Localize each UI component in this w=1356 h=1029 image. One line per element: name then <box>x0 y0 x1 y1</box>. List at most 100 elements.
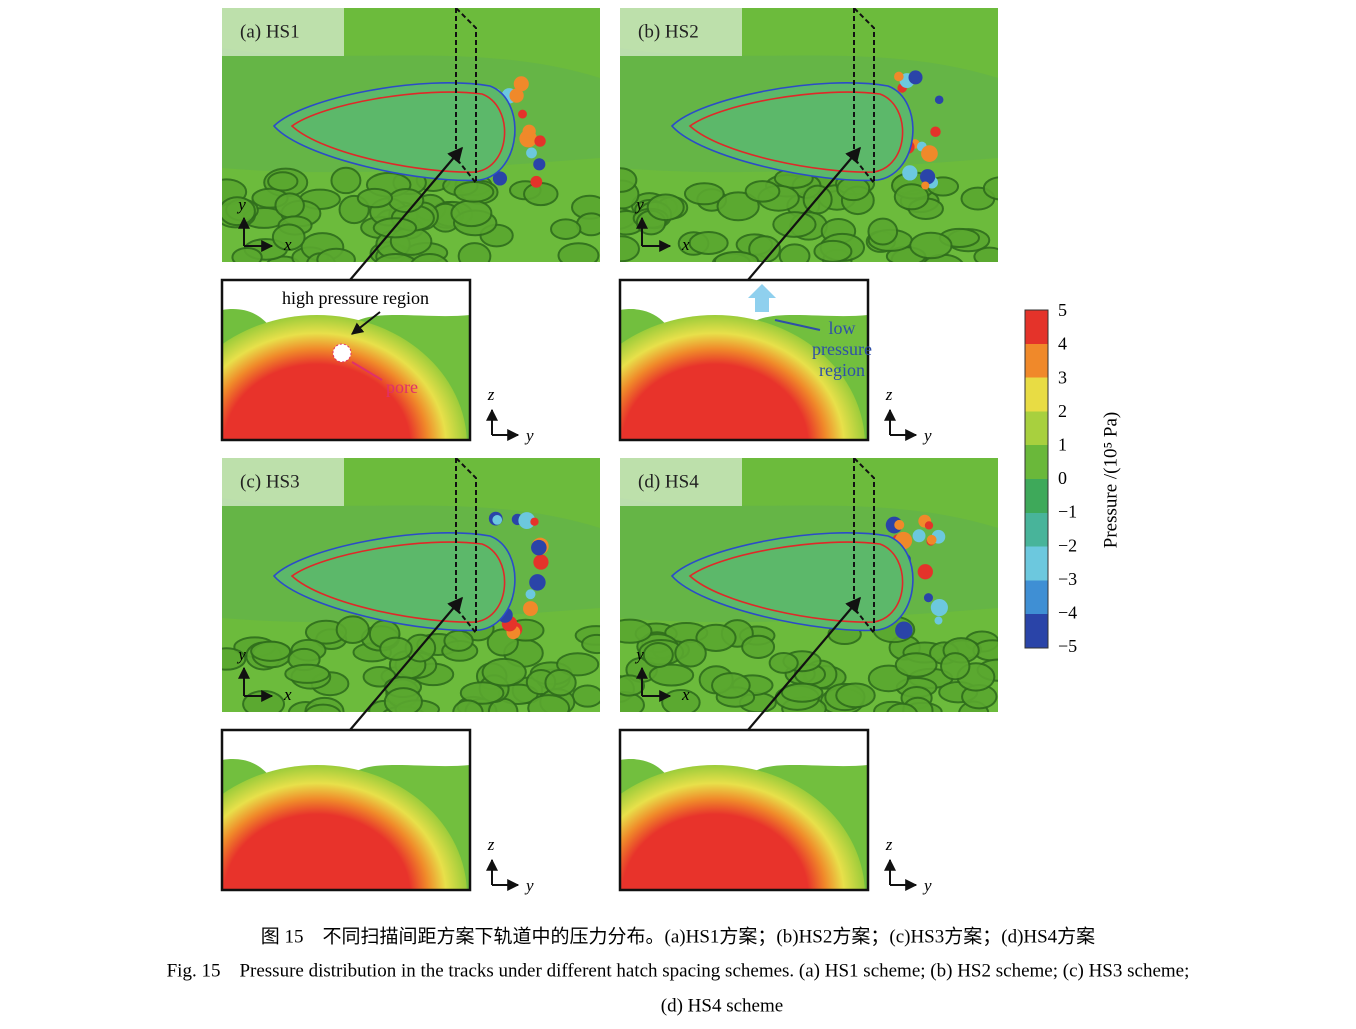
pressure-spot <box>926 534 937 545</box>
powder-bump <box>620 167 638 193</box>
powder-bump <box>250 640 292 662</box>
powder-bump <box>316 247 356 262</box>
powder-bump <box>356 187 394 209</box>
powder-bump <box>544 668 577 697</box>
powder-bump <box>267 171 299 192</box>
powder-bump <box>557 242 600 262</box>
panel-content <box>620 458 998 712</box>
axis-label: x <box>283 235 292 254</box>
powder-bump <box>527 694 571 712</box>
axis-label: z <box>487 385 495 404</box>
annotation: high pressure region <box>282 288 429 308</box>
powder-bump <box>222 196 256 227</box>
axis-label: y <box>236 645 246 664</box>
pressure-spot <box>921 181 930 190</box>
leader-arrow <box>349 146 463 281</box>
colorbar-tick-label: 3 <box>1058 367 1067 387</box>
inset-content <box>222 730 470 890</box>
pressure-spot <box>924 521 934 530</box>
pressure-spot <box>930 598 948 617</box>
panel-content <box>222 458 600 712</box>
pressure-spot <box>923 593 933 603</box>
pressure-spot <box>533 158 546 171</box>
axis-label: y <box>524 876 534 895</box>
powder-bump <box>581 633 600 655</box>
axis-label: y <box>634 195 644 214</box>
powder-bump <box>973 246 998 262</box>
powder-bump <box>748 235 781 262</box>
powder-bump <box>909 231 953 260</box>
powder-bump <box>284 663 331 684</box>
simulation-panel: (a) HS1 y x <box>222 8 600 262</box>
colorbar-tick-label: −5 <box>1058 636 1077 656</box>
colorbar-label: Pressure /(10⁵ Pa) <box>1100 412 1121 548</box>
powder-bump <box>481 657 527 687</box>
annotation: low <box>829 318 856 338</box>
section-plane <box>455 458 477 636</box>
powder-bump <box>780 682 824 703</box>
pool-outline-red <box>290 91 506 173</box>
powder-bump <box>457 242 492 262</box>
axis-label: z <box>885 385 893 404</box>
pool-outline-red <box>290 541 506 623</box>
powder-bump <box>335 615 370 644</box>
pressure-spot <box>509 88 524 103</box>
powder-bump <box>683 182 725 206</box>
colorbar-tick-label: 2 <box>1058 401 1067 421</box>
inset <box>220 728 472 892</box>
inset-content <box>620 280 868 440</box>
powder-bump <box>222 647 247 671</box>
pressure-spot <box>930 126 941 137</box>
axis-label: z <box>487 835 495 854</box>
caption-zh: 图 15 不同扫描间距方案下轨道中的压力分布。(a)HS1方案；(b)HS2方案… <box>261 925 1095 947</box>
pool-outline-red <box>688 541 904 623</box>
powder-bump <box>646 193 685 222</box>
inset <box>618 728 870 892</box>
colorbar-tick-label: −3 <box>1058 569 1077 589</box>
flow-arrow <box>748 284 776 312</box>
annotation-arrow <box>351 311 381 335</box>
powder-bump <box>379 636 413 661</box>
powder-bump <box>523 181 559 207</box>
pressure-spot <box>934 616 943 625</box>
panel-content <box>222 8 600 262</box>
powder-bump <box>886 702 918 712</box>
powder-bump <box>410 252 449 262</box>
annotation-arrow <box>351 361 383 381</box>
panel-label: (c) HS3 <box>240 471 300 492</box>
powder-bump <box>940 652 971 681</box>
powder-bump <box>661 689 701 712</box>
powder-bump <box>550 218 582 240</box>
axis-label: x <box>681 685 690 704</box>
powder-bump <box>571 684 600 708</box>
powder-bump <box>695 623 737 652</box>
inset-content <box>620 730 868 890</box>
annotation-arrow <box>774 319 821 331</box>
simulation-panel: (b) HS2 y x <box>620 8 998 262</box>
pressure-spot <box>492 171 508 186</box>
inset <box>618 278 870 442</box>
powder-bump <box>982 176 998 201</box>
caption-en: (d) HS4 scheme <box>661 995 783 1016</box>
leader-arrow <box>747 146 861 281</box>
hot-zone <box>620 315 865 440</box>
panel-label: (d) HS4 <box>638 471 699 492</box>
inset-frame <box>220 278 472 442</box>
colorbar-tick-label: −4 <box>1058 603 1077 623</box>
powder-bump <box>231 246 263 262</box>
pool-outline-red <box>688 91 904 173</box>
leader-arrow <box>747 596 861 731</box>
colorbar-tick-label: 4 <box>1058 334 1067 354</box>
axis-label: z <box>885 835 893 854</box>
simulation-panel: (d) HS4 y x <box>620 458 998 712</box>
pressure-spot <box>523 601 538 617</box>
powder-bump <box>716 191 760 222</box>
pressure-spot <box>518 512 536 529</box>
powder-bump <box>556 652 600 677</box>
powder-bump <box>744 180 781 203</box>
pressure-spot <box>897 623 906 632</box>
panel-content <box>620 8 998 262</box>
leader-arrow <box>349 596 463 731</box>
